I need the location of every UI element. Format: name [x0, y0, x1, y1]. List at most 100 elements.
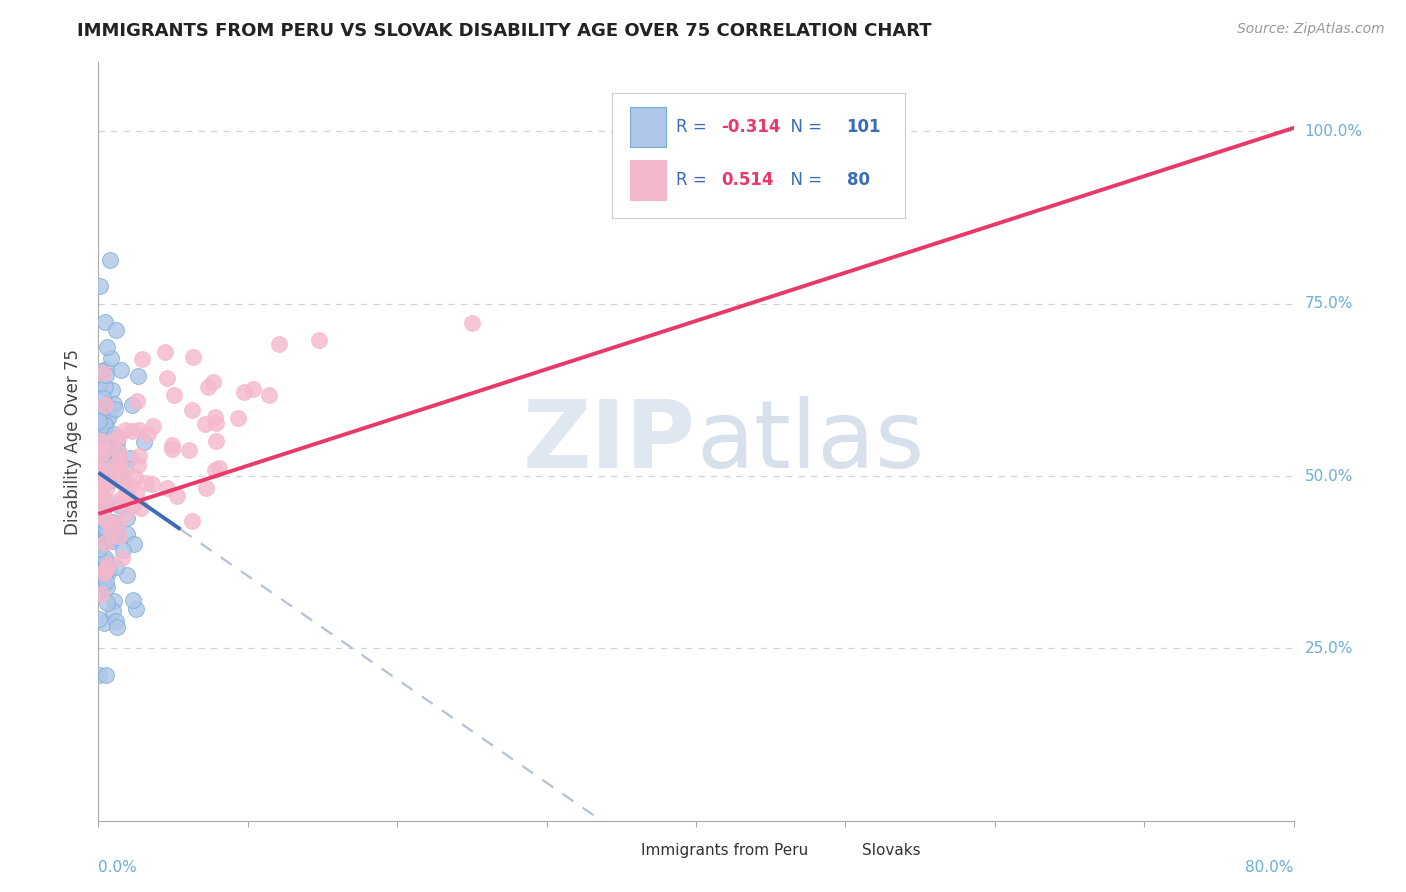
- Point: [135, 476, 157, 491]
- Text: N =: N =: [779, 171, 827, 189]
- Text: R =: R =: [676, 171, 711, 189]
- Point: [91, 450, 114, 465]
- Point: [127, 458, 149, 472]
- Point: [110, 363, 132, 377]
- Point: [93, 566, 115, 580]
- Point: [90, 471, 112, 485]
- Point: [89, 423, 111, 437]
- Text: ZIP: ZIP: [523, 395, 696, 488]
- Point: [105, 614, 128, 628]
- FancyBboxPatch shape: [630, 161, 666, 200]
- Point: [121, 424, 143, 438]
- Point: [177, 443, 200, 458]
- Point: [100, 458, 122, 473]
- Point: [142, 418, 165, 433]
- Point: [108, 454, 131, 468]
- Point: [93, 491, 115, 505]
- Point: [120, 477, 142, 491]
- Point: [94, 574, 117, 588]
- Point: [93, 426, 115, 441]
- Point: [93, 511, 115, 525]
- Point: [90, 442, 112, 457]
- Point: [107, 443, 129, 458]
- Point: [93, 366, 115, 380]
- Text: Source: ZipAtlas.com: Source: ZipAtlas.com: [1237, 22, 1385, 37]
- Text: Immigrants from Peru: Immigrants from Peru: [641, 844, 808, 858]
- Point: [101, 604, 124, 618]
- Point: [96, 480, 118, 494]
- Point: [156, 371, 179, 385]
- Point: [112, 543, 135, 558]
- Point: [153, 345, 176, 359]
- Text: 75.0%: 75.0%: [1305, 296, 1353, 311]
- Point: [107, 516, 129, 531]
- Point: [94, 398, 117, 412]
- FancyBboxPatch shape: [821, 839, 855, 863]
- Text: 0.514: 0.514: [721, 171, 773, 189]
- Point: [108, 445, 131, 459]
- Point: [91, 452, 114, 467]
- Point: [97, 519, 120, 533]
- Point: [97, 564, 120, 578]
- Text: IMMIGRANTS FROM PERU VS SLOVAK DISABILITY AGE OVER 75 CORRELATION CHART: IMMIGRANTS FROM PERU VS SLOVAK DISABILIT…: [77, 22, 932, 40]
- Point: [205, 416, 228, 430]
- Point: [100, 252, 122, 267]
- Point: [242, 382, 264, 396]
- Point: [129, 500, 152, 515]
- Point: [226, 411, 249, 425]
- Point: [107, 620, 129, 634]
- Point: [105, 457, 128, 471]
- Point: [114, 423, 136, 437]
- Point: [110, 550, 132, 565]
- Point: [100, 523, 122, 537]
- Point: [94, 577, 117, 591]
- Point: [94, 451, 117, 466]
- Point: [93, 519, 115, 533]
- Point: [108, 529, 131, 543]
- Point: [232, 385, 254, 400]
- Y-axis label: Disability Age Over 75: Disability Age Over 75: [65, 349, 83, 534]
- Point: [93, 444, 115, 458]
- Point: [94, 417, 117, 432]
- Point: [110, 473, 132, 487]
- Point: [205, 434, 228, 448]
- Point: [166, 489, 188, 503]
- Text: Slovaks: Slovaks: [862, 844, 921, 858]
- Point: [121, 398, 143, 412]
- Point: [124, 487, 146, 501]
- Text: R =: R =: [676, 118, 711, 136]
- Point: [257, 387, 280, 401]
- Point: [107, 451, 129, 466]
- Point: [97, 558, 120, 572]
- Point: [90, 587, 112, 601]
- Point: [94, 315, 117, 329]
- Point: [90, 481, 112, 495]
- Point: [204, 462, 226, 476]
- Point: [267, 336, 290, 351]
- Point: [96, 368, 118, 382]
- Text: 0.0%: 0.0%: [98, 860, 138, 874]
- Point: [91, 503, 114, 517]
- Point: [89, 583, 111, 598]
- Point: [96, 566, 118, 581]
- Point: [94, 668, 117, 682]
- Point: [100, 351, 122, 366]
- Point: [90, 452, 112, 467]
- Point: [94, 428, 117, 442]
- Point: [90, 489, 112, 503]
- Point: [128, 449, 150, 463]
- Point: [89, 377, 111, 392]
- Point: [89, 612, 111, 626]
- Point: [103, 397, 125, 411]
- Point: [104, 441, 127, 455]
- Point: [107, 436, 129, 450]
- Point: [136, 426, 159, 441]
- Point: [91, 500, 114, 515]
- Text: 80: 80: [846, 171, 869, 189]
- Point: [94, 500, 117, 515]
- Point: [96, 580, 118, 594]
- Point: [103, 531, 125, 545]
- Point: [181, 350, 204, 364]
- Point: [141, 476, 163, 491]
- Point: [93, 615, 115, 630]
